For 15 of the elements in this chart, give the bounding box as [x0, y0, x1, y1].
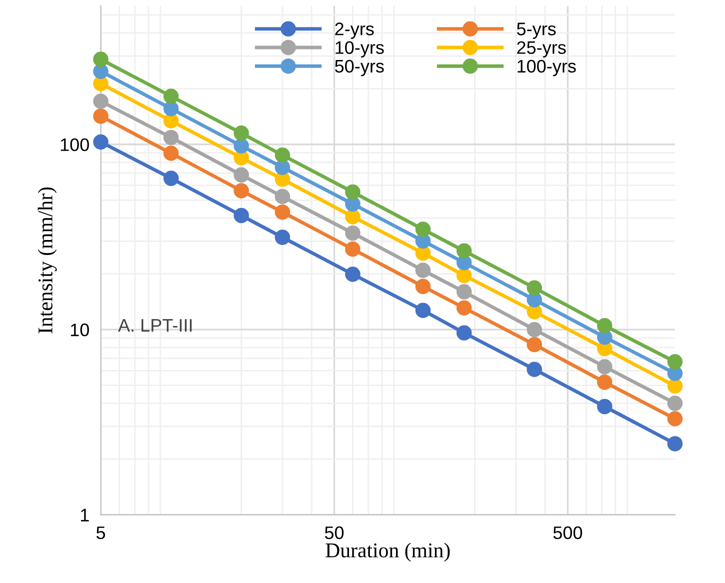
x-tick-label: 500 [553, 526, 582, 540]
legend-label: 10-yrs [336, 41, 384, 58]
x-tick-label: 50 [324, 526, 344, 540]
legend-label: 5-yrs [517, 22, 556, 39]
annotation: A. LPT-III [118, 319, 192, 332]
legend-label: 50-yrs [335, 60, 384, 76]
x-tick-label: 5 [96, 526, 106, 540]
y-tick-label: 1 [81, 508, 89, 522]
y-tick-label: 100 [60, 138, 89, 152]
legend-label: 2-yrs [335, 22, 374, 39]
x-axis-title: Duration (min) [326, 542, 450, 562]
legend-label: 25-yrs [517, 41, 566, 58]
legend-label: 100-yrs [518, 60, 576, 76]
y-tick-label: 10 [70, 324, 89, 336]
y-axis-title: Intensity (mm/hr) [38, 187, 57, 334]
